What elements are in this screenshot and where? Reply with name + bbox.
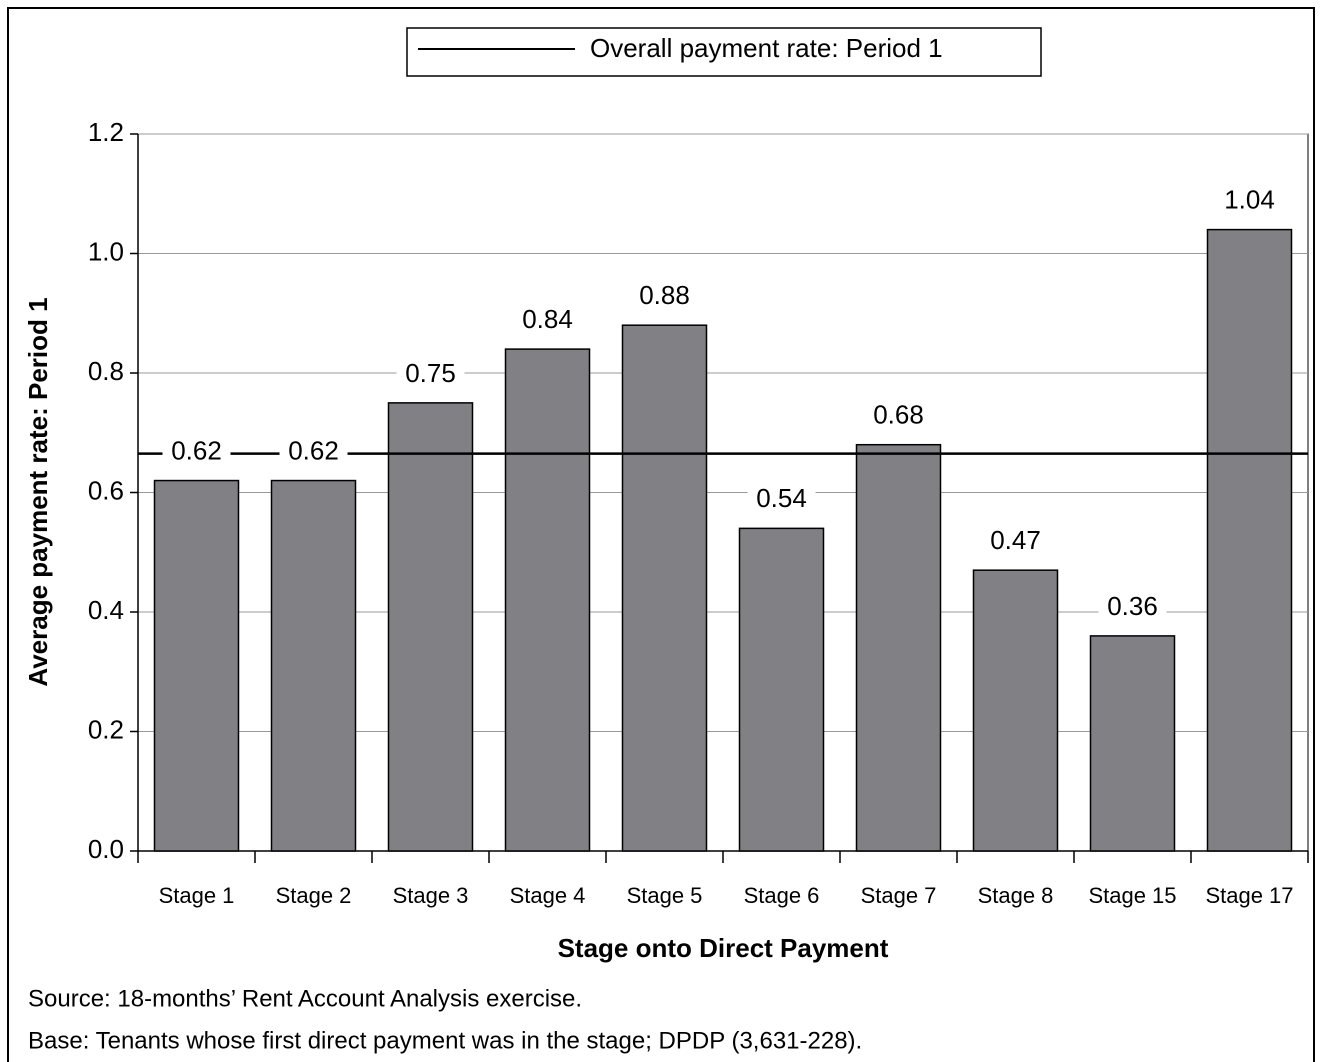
data-label: 0.68	[873, 400, 924, 430]
x-tick-label: Stage 17	[1205, 883, 1293, 908]
data-label-bg	[1098, 592, 1167, 623]
data-label: 0.47	[990, 525, 1041, 555]
legend-label: Overall payment rate: Period 1	[590, 33, 943, 63]
x-tick-label: Stage 7	[861, 883, 937, 908]
bar	[972, 569, 1059, 852]
data-label: 0.54	[756, 483, 807, 513]
bar	[270, 479, 357, 852]
note: Source: 18-months’ Rent Account Analysis…	[28, 985, 582, 1012]
bar	[504, 348, 591, 852]
y-tick-label: 0.6	[88, 475, 124, 505]
data-label-bg	[396, 359, 465, 390]
data-label-bg	[162, 437, 231, 468]
data-label-bg	[864, 401, 933, 432]
y-axis-title: Average payment rate: Period 1	[23, 297, 53, 686]
data-label-bg	[747, 485, 816, 516]
bar	[387, 402, 474, 852]
y-tick-label: 1.0	[88, 236, 124, 266]
data-label-bg	[981, 527, 1050, 558]
y-tick-label: 0.4	[88, 595, 124, 625]
bar	[153, 479, 240, 852]
y-tick-label: 0.2	[88, 714, 124, 744]
bar	[621, 324, 708, 852]
x-tick-label: Stage 4	[510, 883, 586, 908]
data-label: 0.36	[1107, 591, 1158, 621]
bar	[1206, 228, 1293, 852]
data-label: 0.84	[522, 304, 573, 334]
legend-box	[406, 27, 1042, 77]
data-label: 0.62	[288, 435, 339, 465]
data-label: 0.75	[405, 358, 456, 388]
x-tick-label: Stage 3	[393, 883, 469, 908]
y-tick-label: 0.8	[88, 356, 124, 386]
y-tick-label: 0.0	[88, 834, 124, 864]
x-tick-label: Stage 15	[1088, 883, 1176, 908]
data-label-bg	[513, 306, 582, 337]
note: Base: Tenants whose first direct payment…	[28, 1027, 862, 1054]
x-tick-label: Stage 2	[276, 883, 352, 908]
data-label-bg	[630, 282, 699, 313]
x-tick-label: Stage 8	[978, 883, 1054, 908]
bar	[1089, 635, 1176, 852]
data-label: 0.62	[171, 435, 222, 465]
bar	[738, 527, 825, 852]
data-label-bg	[1215, 186, 1284, 217]
x-tick-label: Stage 1	[159, 883, 235, 908]
x-tick-label: Stage 6	[744, 883, 820, 908]
x-axis-title: Stage onto Direct Payment	[558, 933, 889, 963]
x-tick-label: Stage 5	[627, 883, 703, 908]
data-label-bg	[279, 437, 348, 468]
bar	[855, 443, 942, 852]
data-label: 1.04	[1224, 184, 1275, 214]
data-label: 0.88	[639, 280, 690, 310]
y-tick-label: 1.2	[88, 117, 124, 147]
